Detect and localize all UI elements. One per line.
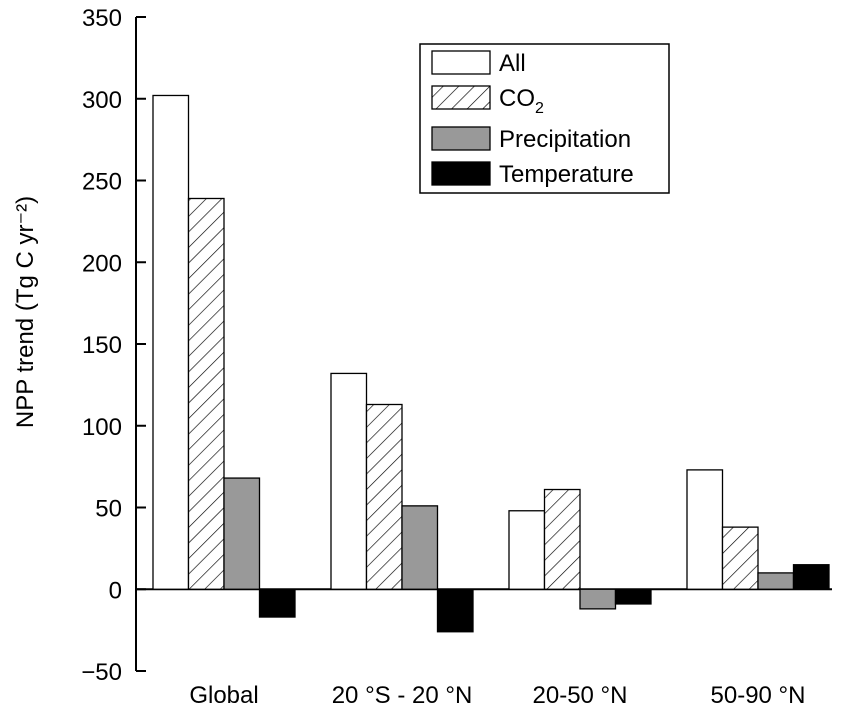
plot-area: 350 300 250 200 150 100 50 0 −50 Global 20 °S - 20… [81,5,832,709]
bar-temperature-global [258,588,296,618]
y-tick-label: 150 [82,332,122,359]
y-tick-label: 50 [95,496,122,523]
bar-co2-50-90-n [721,526,759,590]
bar-all-global [152,94,190,590]
legend-label-temperature: Temperature [499,161,634,188]
bar-all-50-90-n [686,469,724,590]
x-category-label: 20 °S - 20 °N [332,682,473,709]
y-tick-label: 250 [82,169,122,196]
y-tick-label: 350 [82,5,122,32]
bar-precipitation-20-s-20-n [401,505,439,590]
x-category-label: Global [189,682,258,709]
bar-all-20-50-n [508,510,546,590]
bar-temperature-20-s-20-n [436,588,474,633]
bar-temperature-50-90-n [792,564,830,590]
legend-swatch-precipitation [431,126,491,151]
y-tick-label: 300 [82,87,122,114]
bar-all-20-s-20-n [330,372,368,590]
x-category-label: 50-90 °N [711,682,806,709]
legend-label-all: All [499,50,526,77]
bar-temperature-20-50-n [614,588,652,605]
y-tick-label: 200 [82,250,122,277]
legend-swatch-co2 [431,85,491,110]
bar-co2-global [187,197,225,590]
x-category-label: 20-50 °N [533,682,628,709]
bar-precipitation-global [223,477,261,590]
legend-label-precipitation: Precipitation [499,126,631,153]
bar-co2-20-s-20-n [365,403,403,590]
bar-precipitation-50-90-n [757,572,795,590]
y-tick-label: −50 [81,659,122,686]
bar-precipitation-20-50-n [579,588,617,610]
legend-swatch-all [431,50,491,75]
y-tick-label: 100 [82,414,122,441]
y-tick-label: 0 [109,577,122,604]
bar-co2-20-50-n [543,488,581,590]
legend-swatch-temperature [431,161,491,186]
y-axis-label: NPP trend (Tg C yr⁻²) [12,196,39,428]
